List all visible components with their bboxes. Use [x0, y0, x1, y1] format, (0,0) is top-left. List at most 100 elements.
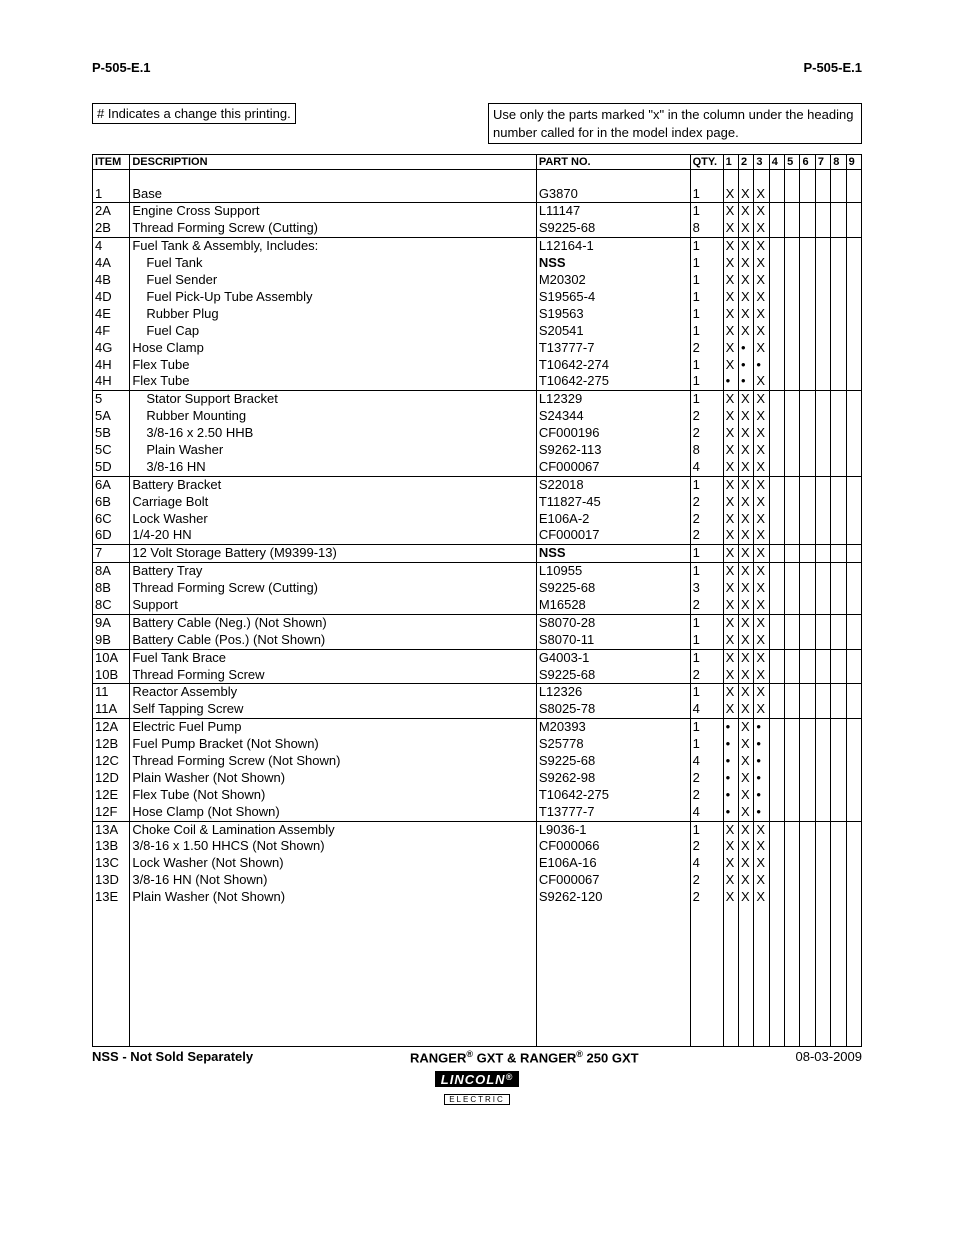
- cell-col-5: [785, 667, 800, 684]
- cell-qty: 1: [690, 614, 723, 631]
- cell-col-7: [815, 527, 830, 544]
- table-row: 9ABattery Cable (Neg.) (Not Shown)S8070-…: [93, 614, 862, 631]
- cell-qty: 2: [690, 667, 723, 684]
- cell-col-8: [831, 255, 846, 272]
- cell-col-3: X: [754, 563, 769, 580]
- cell-col-8: [831, 667, 846, 684]
- cell-col-5: [785, 719, 800, 736]
- cell-col-7: [815, 684, 830, 701]
- table-row: 6BCarriage BoltT11827-452XXX: [93, 494, 862, 511]
- cell-description: Flex Tube: [130, 357, 536, 374]
- cell-col-8: [831, 340, 846, 357]
- cell-col-1: X: [723, 289, 738, 306]
- cell-col-5: [785, 563, 800, 580]
- table-row: 12BFuel Pump Bracket (Not Shown)S257781•…: [93, 736, 862, 753]
- cell-col-5: [785, 238, 800, 255]
- cell-col-2: X: [738, 667, 753, 684]
- table-row: 1BaseG38701XXX: [93, 186, 862, 203]
- table-row: 4AFuel TankNSS1XXX: [93, 255, 862, 272]
- cell-col-8: [831, 753, 846, 770]
- cell-col-5: [785, 476, 800, 493]
- cell-col-5: [785, 289, 800, 306]
- table-row: 5CPlain WasherS9262-1138XXX: [93, 442, 862, 459]
- cell-qty: 1: [690, 736, 723, 753]
- cell-col-5: [785, 494, 800, 511]
- cell-col-2: X: [738, 545, 753, 563]
- cell-col-6: [800, 323, 815, 340]
- cell-col-2: X: [738, 787, 753, 804]
- cell-col-7: [815, 821, 830, 838]
- cell-col-2: X: [738, 289, 753, 306]
- cell-col-1: X: [723, 340, 738, 357]
- cell-col-2: X: [738, 323, 753, 340]
- cell-item: 12F: [93, 804, 130, 821]
- cell-col-6: [800, 597, 815, 614]
- cell-col-5: [785, 220, 800, 237]
- cell-col-9: [846, 255, 861, 272]
- cell-col-2: X: [738, 527, 753, 544]
- cell-description: Flex Tube (Not Shown): [130, 787, 536, 804]
- cell-col-3: X: [754, 323, 769, 340]
- cell-col-2: X: [738, 580, 753, 597]
- cell-col-9: [846, 476, 861, 493]
- th-7: 7: [815, 155, 830, 170]
- cell-col-6: [800, 545, 815, 563]
- cell-col-7: [815, 340, 830, 357]
- cell-qty: 4: [690, 855, 723, 872]
- cell-col-1: X: [723, 408, 738, 425]
- cell-col-1: X: [723, 425, 738, 442]
- cell-description: 3/8-16 HN (Not Shown): [130, 872, 536, 889]
- cell-item: 12D: [93, 770, 130, 787]
- cell-col-2: X: [738, 821, 753, 838]
- cell-col-6: [800, 272, 815, 289]
- table-row: 12EFlex Tube (Not Shown)T10642-2752•X•: [93, 787, 862, 804]
- cell-col-3: X: [754, 442, 769, 459]
- cell-col-7: [815, 476, 830, 493]
- cell-col-9: [846, 632, 861, 649]
- table-row: 13CLock Washer (Not Shown)E106A-164XXX: [93, 855, 862, 872]
- cell-col-4: [769, 889, 784, 906]
- cell-description: Battery Cable (Pos.) (Not Shown): [130, 632, 536, 649]
- cell-qty: 2: [690, 511, 723, 528]
- cell-col-9: [846, 272, 861, 289]
- cell-description: Battery Tray: [130, 563, 536, 580]
- cell-col-9: [846, 855, 861, 872]
- cell-col-8: [831, 855, 846, 872]
- cell-col-6: [800, 357, 815, 374]
- cell-col-5: [785, 787, 800, 804]
- cell-col-3: X: [754, 238, 769, 255]
- logo-main: LINCOLN®: [435, 1071, 519, 1087]
- cell-qty: 1: [690, 476, 723, 493]
- cell-col-7: [815, 580, 830, 597]
- cell-qty: 1: [690, 203, 723, 220]
- cell-col-2: X: [738, 753, 753, 770]
- table-row: 13AChoke Coil & Lamination AssemblyL9036…: [93, 821, 862, 838]
- table-row: 712 Volt Storage Battery (M9399-13)NSS1X…: [93, 545, 862, 563]
- cell-col-7: [815, 511, 830, 528]
- cell-description: Rubber Plug: [130, 306, 536, 323]
- cell-col-2: X: [738, 494, 753, 511]
- cell-col-2: X: [738, 632, 753, 649]
- cell-col-1: X: [723, 563, 738, 580]
- th-description: DESCRIPTION: [130, 155, 536, 170]
- cell-col-1: X: [723, 220, 738, 237]
- cell-col-1: X: [723, 614, 738, 631]
- cell-col-4: [769, 701, 784, 718]
- table-row: 8CSupportM165282XXX: [93, 597, 862, 614]
- cell-col-3: X: [754, 511, 769, 528]
- cell-col-2: X: [738, 614, 753, 631]
- cell-col-2: X: [738, 684, 753, 701]
- cell-col-4: [769, 255, 784, 272]
- cell-col-6: [800, 186, 815, 203]
- notes-row: # Indicates a change this printing. Use …: [92, 103, 862, 144]
- cell-col-8: [831, 203, 846, 220]
- cell-col-3: X: [754, 186, 769, 203]
- th-item: ITEM: [93, 155, 130, 170]
- th-8: 8: [831, 155, 846, 170]
- cell-col-6: [800, 476, 815, 493]
- cell-col-1: X: [723, 527, 738, 544]
- cell-partno: L11147: [536, 203, 690, 220]
- cell-qty: 8: [690, 442, 723, 459]
- cell-partno: T10642-275: [536, 373, 690, 390]
- cell-col-3: X: [754, 494, 769, 511]
